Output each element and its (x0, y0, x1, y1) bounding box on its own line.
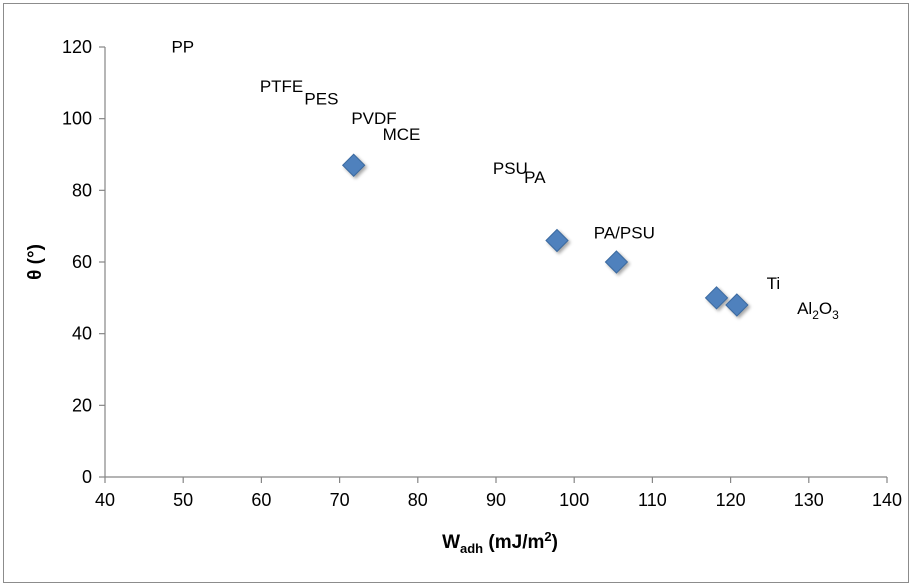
axes (104, 47, 887, 478)
point-label: PTFE (260, 77, 303, 96)
x-tick-label: 80 (408, 490, 428, 510)
x-axis-title-superscript: 2 (544, 529, 551, 544)
point-label: PA (524, 168, 546, 187)
point-label: PVDF (351, 109, 396, 128)
y-tick-label: 100 (62, 109, 92, 129)
x-tick-label: 140 (872, 490, 902, 510)
point-label: Al2O3 (797, 299, 839, 322)
x-axis-title-unit: (mJ/m (483, 532, 544, 553)
point-label: MCE (383, 125, 421, 144)
x-tick-label: 120 (716, 490, 746, 510)
x-tick-label: 90 (486, 490, 506, 510)
y-tick-label: 80 (72, 180, 92, 200)
data-point (604, 250, 629, 274)
point-label: PSU (493, 159, 528, 178)
x-tick-label: 40 (95, 490, 115, 510)
x-tick-label: 100 (559, 490, 589, 510)
y-tick-label: 0 (82, 467, 92, 487)
point-label: PES (304, 89, 338, 108)
ticks: 40 50 60 70 80 90 100 110 120 130 140 0 20 40 60 80 100 1… (62, 37, 902, 510)
point-label: PP (171, 37, 194, 56)
y-tick-label: 20 (72, 395, 92, 415)
x-tick-label: 110 (638, 490, 667, 510)
data-point (545, 228, 569, 253)
data-point (725, 293, 749, 317)
data-point (704, 286, 729, 310)
x-axis-title-main: W (442, 532, 460, 553)
y-tick-label: 60 (72, 252, 92, 272)
point-label: Ti (767, 274, 781, 293)
y-tick-label: 120 (62, 37, 92, 57)
data-points (341, 153, 749, 317)
point-label: PA/PSU (594, 224, 655, 243)
x-axis-title-close: ) (552, 532, 558, 553)
x-tick-label: 50 (173, 490, 193, 510)
chart-frame (3, 3, 909, 583)
x-axis-title: Wadh (mJ/m2) (442, 529, 558, 556)
x-tick-label: 70 (330, 490, 350, 510)
y-axis-title: θ (°) (25, 244, 46, 280)
y-tick-label: 40 (72, 324, 92, 344)
x-tick-label: 60 (251, 490, 271, 510)
x-axis-title-subscript: adh (460, 541, 483, 556)
data-point (341, 153, 366, 177)
x-tick-label: 130 (794, 490, 824, 510)
